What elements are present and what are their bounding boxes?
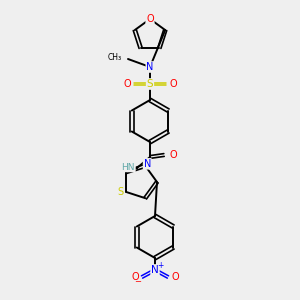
Text: O: O (123, 79, 131, 89)
Text: O: O (169, 79, 177, 89)
Text: N: N (151, 265, 159, 275)
Text: O: O (169, 150, 177, 160)
Text: N: N (146, 62, 154, 72)
Text: +: + (157, 260, 163, 269)
Text: HN: HN (122, 163, 135, 172)
Text: O: O (131, 272, 139, 282)
Text: O: O (146, 14, 154, 24)
Text: N: N (144, 159, 151, 169)
Text: S: S (147, 79, 153, 89)
Text: −: − (134, 278, 142, 286)
Text: O: O (171, 272, 178, 282)
Text: S: S (117, 187, 123, 197)
Text: CH₃: CH₃ (108, 53, 122, 62)
